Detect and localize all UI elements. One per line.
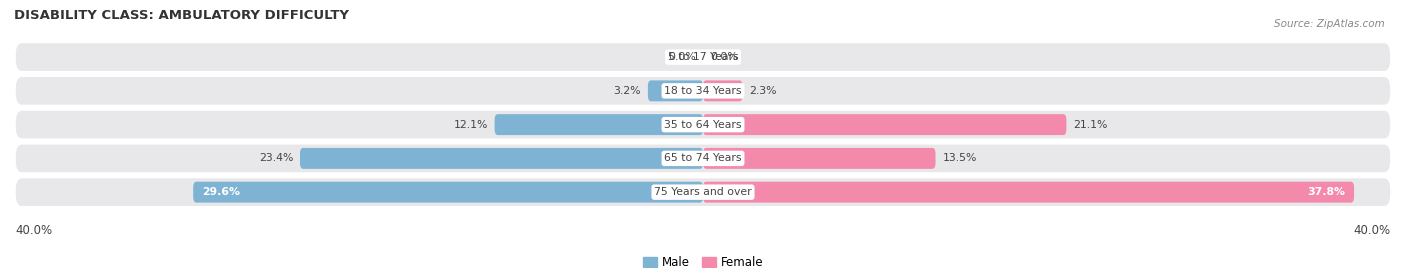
Text: 0.0%: 0.0% — [710, 52, 738, 62]
FancyBboxPatch shape — [703, 80, 742, 101]
Text: 37.8%: 37.8% — [1308, 187, 1346, 197]
Text: 13.5%: 13.5% — [942, 153, 977, 163]
FancyBboxPatch shape — [703, 182, 1354, 203]
FancyBboxPatch shape — [15, 77, 1391, 105]
Legend: Male, Female: Male, Female — [638, 252, 768, 268]
Text: 0.0%: 0.0% — [668, 52, 696, 62]
FancyBboxPatch shape — [299, 148, 703, 169]
Text: Source: ZipAtlas.com: Source: ZipAtlas.com — [1274, 19, 1385, 29]
FancyBboxPatch shape — [648, 80, 703, 101]
FancyBboxPatch shape — [15, 178, 1391, 206]
Text: 3.2%: 3.2% — [613, 86, 641, 96]
Text: 23.4%: 23.4% — [259, 153, 292, 163]
Text: 40.0%: 40.0% — [15, 224, 53, 237]
Text: 29.6%: 29.6% — [202, 187, 240, 197]
FancyBboxPatch shape — [495, 114, 703, 135]
FancyBboxPatch shape — [703, 148, 935, 169]
Text: 5 to 17 Years: 5 to 17 Years — [668, 52, 738, 62]
Text: 12.1%: 12.1% — [453, 120, 488, 130]
FancyBboxPatch shape — [15, 111, 1391, 139]
FancyBboxPatch shape — [15, 43, 1391, 71]
FancyBboxPatch shape — [15, 144, 1391, 172]
FancyBboxPatch shape — [703, 114, 1066, 135]
Text: 35 to 64 Years: 35 to 64 Years — [664, 120, 742, 130]
Text: 21.1%: 21.1% — [1073, 120, 1108, 130]
Text: DISABILITY CLASS: AMBULATORY DIFFICULTY: DISABILITY CLASS: AMBULATORY DIFFICULTY — [14, 9, 349, 22]
Text: 40.0%: 40.0% — [1353, 224, 1391, 237]
Text: 2.3%: 2.3% — [749, 86, 778, 96]
Text: 18 to 34 Years: 18 to 34 Years — [664, 86, 742, 96]
FancyBboxPatch shape — [193, 182, 703, 203]
Text: 75 Years and over: 75 Years and over — [654, 187, 752, 197]
Text: 65 to 74 Years: 65 to 74 Years — [664, 153, 742, 163]
